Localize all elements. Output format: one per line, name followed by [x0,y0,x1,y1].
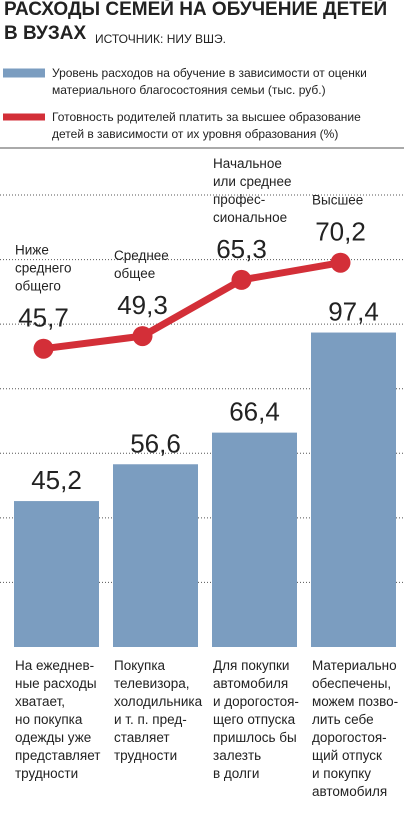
chart-title: РАСХОДЫ СЕМЕЙ НА ОБУЧЕНИЕ ДЕТЕЙ В ВУЗАХ [4,0,387,44]
line-point [132,326,153,347]
source: ИСТОЧНИК: НИУ ВШЭ. [95,32,226,46]
bar [113,464,198,647]
bar [212,432,297,647]
line-point [330,252,351,273]
bar [14,501,99,647]
annotation: Ниже среднего общего [15,243,71,294]
x-tick-label: Покупка телевизора, холодильника и т. п. пр… [114,658,203,763]
value-label: 45,2 [31,465,82,495]
value-label: 97,4 [328,297,379,327]
value-label: 56,6 [130,428,181,458]
legend-label: Готовность родителей платить за высшее о… [52,110,361,141]
line-point [33,338,54,359]
line [43,259,342,353]
x-tick-label: На ежеднев-ные расходы хватает, но покупка… [15,658,101,781]
annotation: Начальное или среднее профес-сиональное [213,156,292,225]
value-label: 45,7 [18,303,69,333]
annotation: Высшее [312,193,363,208]
annotation: Среднее общее [114,248,169,281]
value-label: 66,4 [229,397,280,427]
legend-label: Уровень расходов на обучение в зависимос… [52,66,367,97]
bar [311,332,396,647]
x-tick-label: Материально обеспечены, можем позво-лить с… [312,658,398,799]
line-point [231,269,252,290]
value-label: 70,2 [315,217,366,247]
value-label: 49,3 [117,290,168,320]
value-label: 65,3 [216,234,267,264]
x-tick-label: Для покупки автомобиля и дорогостоя-щего о… [213,658,299,781]
